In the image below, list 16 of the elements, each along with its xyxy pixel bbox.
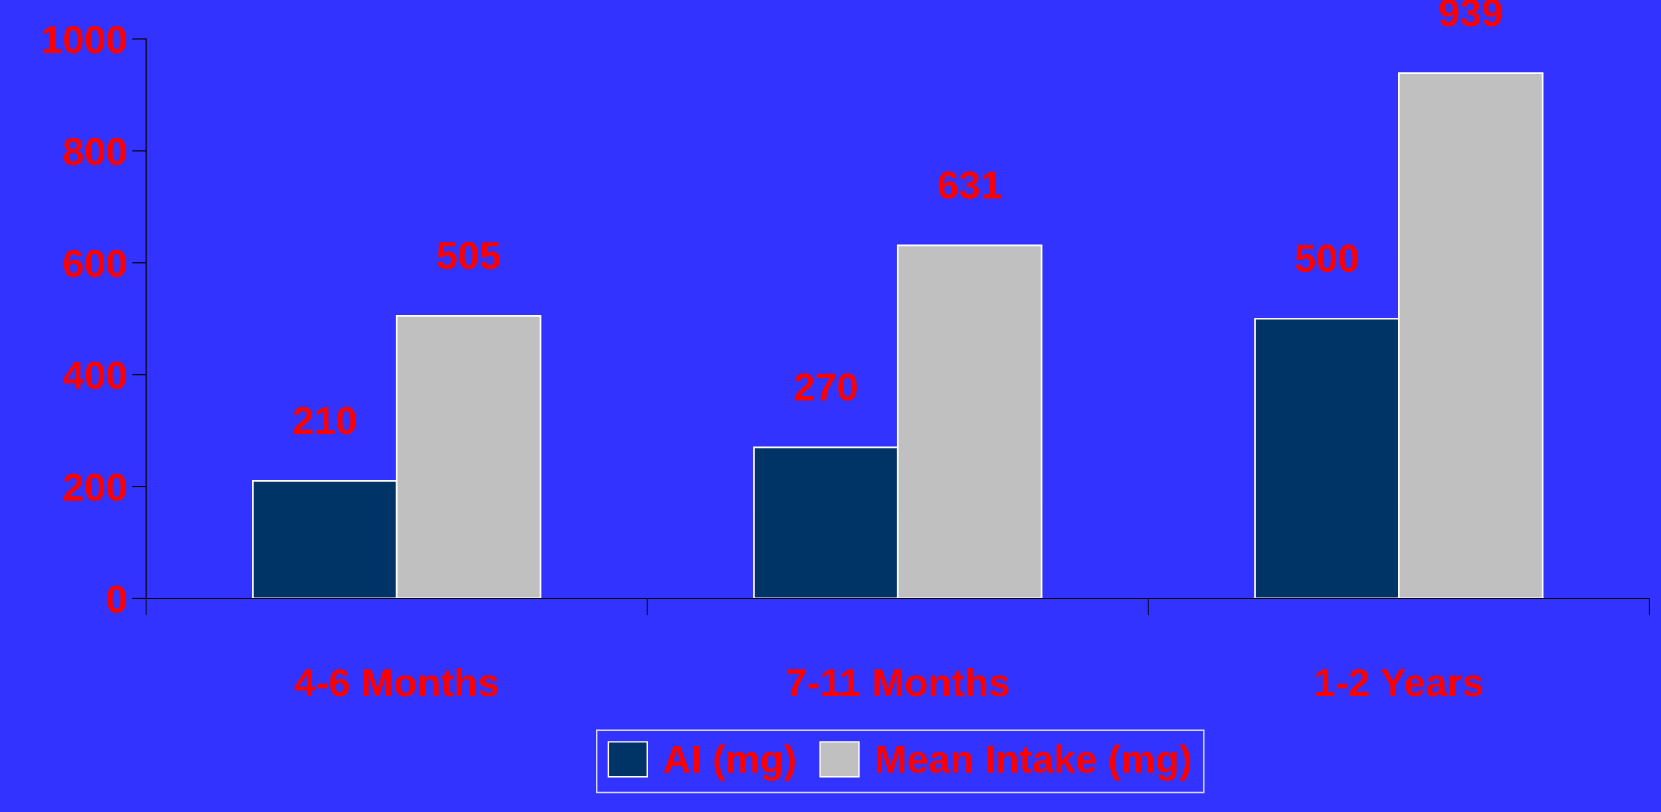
y-tick-label: 1000	[43, 25, 126, 54]
x-tick-label: 4-6 Months	[294, 667, 498, 697]
data-label: 505	[437, 241, 500, 270]
x-tick-label: 7-11 Months	[787, 667, 1009, 697]
y-tick-label: 200	[63, 473, 126, 502]
legend-label: AI (mg)	[663, 744, 795, 781]
x-tick-label: 1-2 Years	[1316, 668, 1483, 697]
y-tick-label: 0	[107, 585, 126, 613]
y-tick-label: 600	[63, 249, 126, 278]
legend-label: Mean Intake (mg)	[877, 744, 1191, 781]
y-tick-label: 400	[63, 361, 126, 390]
data-label: 210	[293, 406, 356, 435]
y-tick-label: 800	[63, 137, 126, 166]
data-label: 270	[794, 373, 857, 401]
data-label: 631	[938, 171, 1002, 199]
data-label: 500	[1295, 244, 1358, 273]
